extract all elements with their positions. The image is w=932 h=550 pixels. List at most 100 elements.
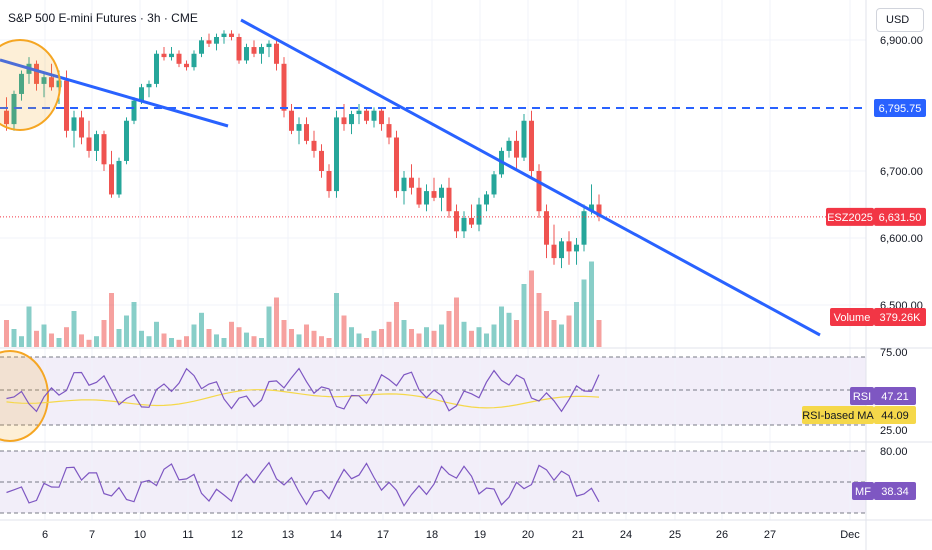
- volume-bar: [11, 329, 17, 347]
- candle-body: [221, 33, 227, 37]
- volume-bar: [319, 336, 324, 347]
- volume-bar: [364, 338, 369, 347]
- volume-bar: [574, 302, 579, 347]
- volume-bar: [161, 333, 167, 347]
- candle-body: [154, 53, 159, 84]
- candle-body: [484, 194, 489, 205]
- last-price-tag: [874, 207, 926, 226]
- volume-bar: [131, 302, 137, 347]
- candle-body: [251, 47, 257, 54]
- candle-body: [169, 53, 174, 58]
- candle-body: [109, 164, 114, 195]
- candle-body: [469, 217, 474, 225]
- candle-body: [514, 140, 519, 158]
- volume-value-label: 379.26K: [880, 312, 922, 324]
- volume-bar: [469, 330, 474, 347]
- rsi-scale-label: 25.00: [880, 425, 908, 437]
- candle-body: [289, 110, 294, 131]
- candle-body: [64, 80, 69, 131]
- last-price-label: 6,631.50: [879, 212, 922, 224]
- time-axis-label: 10: [134, 529, 146, 541]
- candle-body: [274, 43, 279, 64]
- level-price-label: 6,795.75: [879, 103, 922, 115]
- volume-bar: [409, 329, 414, 347]
- mfi-tag-label: MF: [855, 486, 871, 498]
- volume-bar: [289, 329, 294, 347]
- candle-body: [544, 211, 549, 245]
- volume-bar: [281, 320, 287, 347]
- candle-body: [409, 177, 414, 188]
- currency-button[interactable]: USD: [876, 8, 924, 32]
- candle-body: [191, 53, 197, 68]
- rsi-value-tag: [874, 387, 916, 405]
- candle-body: [94, 134, 99, 151]
- trendline-long: [240, 18, 821, 337]
- candle-body: [19, 73, 24, 94]
- time-axis-label: 24: [620, 529, 632, 541]
- symbol-title[interactable]: S&P 500 E-mini Futures · 3h · CME: [8, 11, 198, 25]
- candle-body: [446, 187, 452, 212]
- volume-bar: [221, 338, 227, 347]
- candle-body: [356, 110, 362, 115]
- volume-bar: [41, 324, 47, 347]
- volume-bar: [296, 334, 302, 347]
- volume-bar: [49, 333, 54, 347]
- candle-body: [491, 174, 497, 195]
- candle-body: [439, 187, 444, 198]
- candle-body: [341, 117, 347, 125]
- volume-bar: [19, 336, 24, 347]
- volume-bar: [311, 330, 317, 347]
- candle-body: [416, 187, 422, 205]
- volume-bar: [566, 315, 572, 347]
- volume-bar: [94, 336, 99, 347]
- volume-bar: [206, 329, 212, 347]
- volume-bar: [244, 332, 249, 347]
- candle-body: [394, 137, 399, 192]
- highlight-circle-price: [0, 39, 61, 131]
- candle-body: [116, 160, 122, 195]
- volume-bar: [521, 284, 527, 347]
- volume-bar: [109, 293, 114, 347]
- candle-body: [589, 204, 594, 212]
- symbol-tag: [826, 207, 874, 226]
- candle-body: [596, 204, 602, 217]
- volume-tag-label: Volume: [834, 312, 871, 324]
- candle-body: [176, 53, 182, 64]
- volume-bar: [379, 329, 384, 347]
- mfi-value-tag: [874, 482, 916, 500]
- candle-body: [49, 77, 54, 88]
- volume-bar: [334, 293, 339, 347]
- candle-body: [581, 211, 587, 245]
- volume-bar: [484, 333, 489, 347]
- time-axis-label: 17: [377, 529, 389, 541]
- volume-bar: [431, 330, 437, 347]
- volume-bar: [116, 329, 122, 347]
- candle-body: [244, 47, 249, 61]
- volume-bar: [214, 334, 219, 347]
- volume-bar: [529, 270, 534, 347]
- trendline-short: [0, 58, 229, 128]
- rsi-scale-label: 75.00: [880, 347, 908, 359]
- volume-bar: [4, 320, 9, 347]
- candle-body: [229, 33, 234, 37]
- volume-bar: [596, 320, 602, 347]
- candle-body: [259, 47, 264, 54]
- time-axis-label: 26: [716, 529, 728, 541]
- candle-body: [334, 117, 339, 192]
- candle-body: [536, 171, 542, 212]
- volume-bar: [454, 297, 459, 347]
- volume-bar: [491, 324, 497, 347]
- rsi-ma-value-tag: [874, 406, 916, 424]
- candle-body: [551, 244, 557, 259]
- volume-bar: [259, 338, 264, 347]
- rsi-ma-tag: [802, 406, 874, 424]
- volume-bar: [356, 333, 362, 347]
- volume-bar: [394, 302, 399, 347]
- volume-bar: [176, 339, 182, 347]
- volume-bar: [79, 334, 84, 347]
- candle-body: [454, 211, 459, 232]
- candle-body: [401, 177, 407, 192]
- time-axis-label: 7: [89, 529, 95, 541]
- volume-bar: [56, 338, 62, 347]
